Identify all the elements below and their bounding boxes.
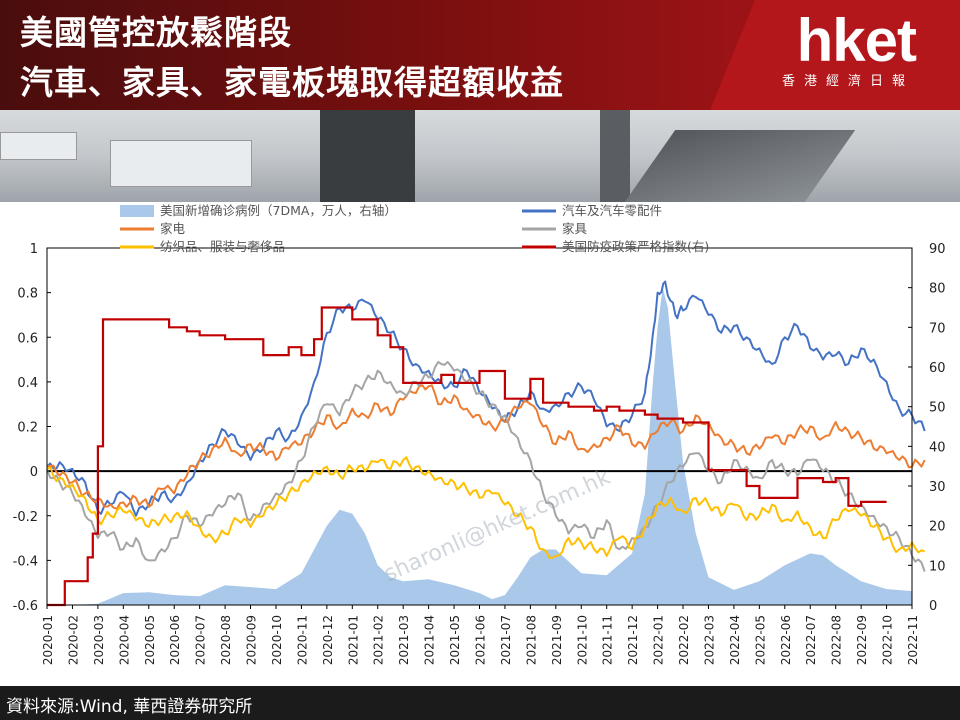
background-photo [0, 110, 960, 202]
x-tick-label: 2021-12 [626, 615, 640, 665]
x-tick-label: 2021-10 [575, 615, 589, 665]
legend-label: 美国新增确诊病例（7DMA，万人，右轴） [160, 203, 397, 218]
legend-label: 汽车及汽车零配件 [562, 203, 662, 218]
watermark: sharonli@hket.com.hk [380, 465, 614, 588]
y-tick-label: 0.6 [17, 331, 38, 346]
y-tick-label: 1 [30, 242, 38, 257]
x-tick-label: 2020-02 [66, 615, 80, 665]
photo-column [600, 110, 630, 202]
x-tick-label: 2020-01 [41, 615, 55, 665]
header-banner: 美國管控放鬆階段 汽車、家具、家電板塊取得超額收益 hket 香港經濟日報 [0, 0, 960, 110]
x-tick-label: 2021-05 [448, 615, 462, 665]
x-tick-label: 2021-04 [423, 615, 437, 665]
footer-bar: 資料來源:Wind, 華西證券研究所 [0, 686, 960, 720]
x-tick-label: 2020-08 [219, 615, 233, 665]
series-line-stringency [47, 306, 887, 607]
y2-tick-label: 10 [929, 559, 946, 574]
x-tick-label: 2021-02 [372, 615, 386, 665]
page-title-line2: 汽車、家具、家電板塊取得超額收益 [20, 63, 564, 102]
x-tick-label: 2022-05 [753, 615, 767, 665]
x-tick-label: 2020-09 [245, 615, 259, 665]
x-tick-label: 2020-11 [295, 615, 309, 665]
source-note: 資料來源:Wind, 華西證券研究所 [6, 697, 253, 717]
plot-frame [46, 247, 913, 606]
x-tick-label: 2021-08 [524, 615, 538, 665]
x-tick-label: 2022-08 [830, 615, 844, 665]
x-tick-label: 2020-12 [321, 615, 335, 665]
x-tick-label: 2020-07 [194, 615, 208, 665]
x-tick-label: 2021-01 [346, 615, 360, 665]
y2-tick-label: 0 [929, 599, 937, 614]
x-tick-label: 2021-07 [499, 615, 513, 665]
legend-label: 美国防疫政策严格指数(右) [562, 239, 709, 254]
series-line-4 [46, 456, 926, 559]
x-tick-label: 2022-09 [855, 615, 869, 665]
y-tick-label: 0.4 [17, 376, 38, 391]
y2-tick-label: 20 [929, 520, 946, 535]
x-tick-label: 2020-10 [270, 615, 284, 665]
y-tick-label: 0 [30, 465, 38, 480]
x-tick-label: 2022-04 [728, 615, 742, 665]
y2-tick-label: 50 [929, 401, 946, 416]
legend-swatch [120, 205, 154, 217]
photo-column [320, 110, 415, 202]
chart-area: 1 0.8 0.6 0.4 0.2 0 -0.2 -0.4 -0.6 90 80 70 60 50 40 30… [0, 202, 960, 686]
y-tick-label: 0.2 [17, 421, 38, 436]
x-tick-label: 2020-04 [117, 615, 131, 665]
x-tick-label: 2022-06 [779, 615, 793, 665]
x-tick-label: 2020-03 [92, 615, 106, 665]
y-tick-label: -0.4 [13, 554, 38, 569]
y2-tick-label: 60 [929, 361, 946, 376]
y2-tick-label: 30 [929, 480, 946, 495]
legend-label: 家电 [160, 221, 186, 236]
y2-tick-label: 70 [929, 321, 946, 336]
x-tick-label: 2021-11 [601, 615, 615, 665]
x-tick-label: 2020-05 [143, 615, 157, 665]
x-tick-label: 2022-01 [652, 615, 666, 665]
x-tick-label: 2022-10 [881, 615, 895, 665]
logo-panel [710, 0, 960, 110]
y-tick-label: 0.8 [17, 287, 38, 302]
x-tick-label: 2021-03 [397, 615, 411, 665]
photo-escalator [624, 130, 856, 202]
photo-sign [110, 140, 252, 187]
x-tick-label: 2021-06 [474, 615, 488, 665]
series-area-cases [47, 287, 912, 605]
legend-label: 纺织品、服装与奢侈品 [160, 239, 285, 254]
y2-tick-label: 40 [929, 440, 946, 455]
series-line-2 [46, 384, 926, 510]
x-tick-label: 2022-03 [702, 615, 716, 665]
x-tick-label: 2022-11 [906, 615, 920, 665]
x-tick-label: 2020-06 [168, 615, 182, 665]
y2-tick-label: 80 [929, 282, 946, 297]
hket-logo[interactable]: hket [796, 7, 917, 74]
legend-label: 家具 [562, 221, 588, 236]
page-title-line1: 美國管控放鬆階段 [20, 13, 292, 52]
photo-sign [0, 132, 77, 160]
hket-logo-subtitle: 香港經濟日報 [781, 74, 914, 89]
series-line-3 [46, 361, 926, 572]
x-tick-label: 2021-09 [550, 615, 564, 665]
y-tick-label: -0.6 [13, 599, 38, 614]
y-tick-label: -0.2 [13, 510, 38, 525]
y2-tick-label: 90 [929, 242, 946, 257]
x-tick-label: 2022-02 [677, 615, 691, 665]
chart-svg: 1 0.8 0.6 0.4 0.2 0 -0.2 -0.4 -0.6 90 80 70 60 50 40 30… [13, 203, 946, 665]
x-tick-label: 2022-07 [804, 615, 818, 665]
